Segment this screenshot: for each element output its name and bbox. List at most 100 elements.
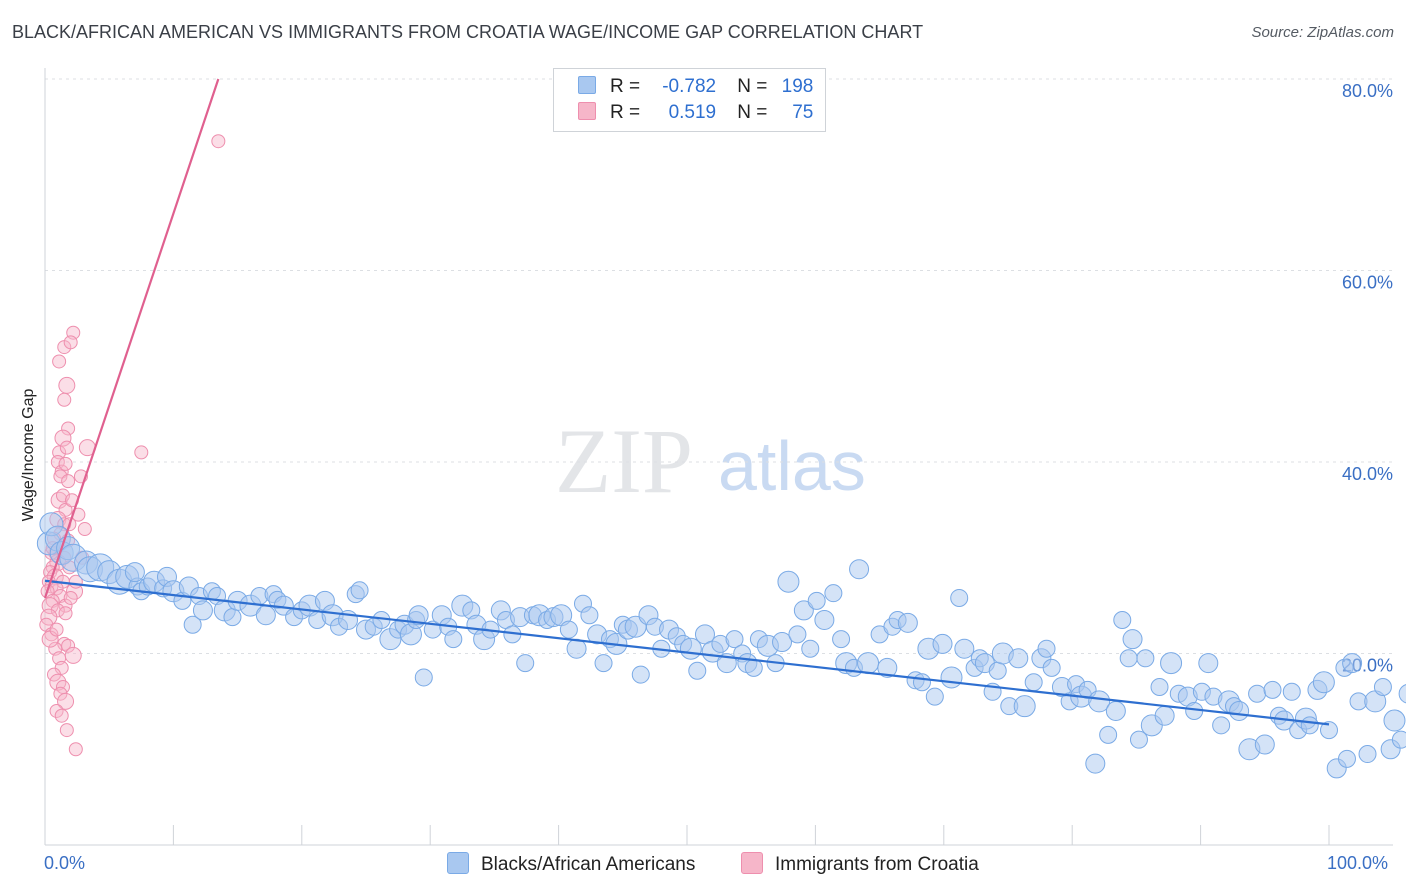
croatia-point — [134, 445, 149, 460]
blacks-point — [688, 661, 707, 680]
legend-r-value-blacks: -0.782 — [662, 76, 717, 97]
legend-row-croatia: R = 0.519 N = 75 — [578, 102, 813, 126]
trend-line-croatia — [43, 78, 220, 599]
blacks-point — [1105, 700, 1126, 721]
y-tick-label-40: 40.0% — [1342, 464, 1393, 484]
croatia-point — [57, 392, 72, 407]
legend-r-label: R = — [610, 76, 641, 97]
croatia-point — [53, 469, 68, 484]
legend-n-value-blacks: 198 — [781, 76, 814, 97]
blacks-point — [566, 638, 587, 659]
blacks-point — [1248, 684, 1267, 703]
y-axis-title: Wage/Income Gap — [20, 389, 37, 522]
blacks-point — [807, 591, 826, 610]
croatia-point — [54, 464, 69, 479]
blacks-point — [793, 600, 814, 621]
blacks-point — [580, 606, 599, 625]
blacks-point — [1088, 690, 1111, 713]
blacks-point — [1122, 629, 1143, 650]
bottom-legend-swatch-pink — [741, 852, 763, 874]
blacks-point — [1320, 721, 1338, 740]
blacks-point — [414, 668, 433, 687]
croatia-point — [63, 335, 78, 350]
blacks-point — [857, 652, 880, 675]
blacks-point — [1024, 673, 1043, 692]
legend-r-value-croatia: 0.519 — [668, 102, 717, 123]
blacks-point — [444, 630, 463, 649]
trend-line-blacks — [44, 579, 1330, 726]
croatia-point — [61, 638, 76, 653]
blacks-point — [877, 657, 898, 678]
blacks-point — [192, 600, 213, 621]
croatia-point — [59, 440, 74, 455]
correlation-legend: R = -0.782 N = 198 R = 0.519 N = 75 — [553, 68, 826, 132]
blacks-point — [124, 562, 145, 583]
chart-title: BLACK/AFRICAN AMERICAN VS IMMIGRANTS FRO… — [12, 22, 924, 42]
axes — [44, 68, 1393, 846]
blacks-point — [788, 625, 807, 644]
croatia-point — [49, 703, 64, 718]
blacks-point — [1042, 658, 1061, 677]
blacks-point — [594, 654, 613, 673]
blacks-point — [631, 665, 650, 684]
blacks-point — [725, 630, 744, 649]
croatia-point — [49, 622, 64, 637]
blacks-point — [559, 620, 578, 639]
blacks-point — [772, 632, 793, 653]
blacks-point — [408, 605, 429, 626]
blacks-point — [940, 666, 963, 689]
croatia-point — [61, 421, 76, 436]
blacks-point — [183, 615, 202, 634]
croatia-point — [57, 636, 72, 651]
blacks-point — [1113, 610, 1132, 629]
bottom-legend-swatch-blue — [447, 852, 469, 874]
blacks-point — [925, 687, 944, 706]
blacks-point — [832, 630, 851, 649]
blacks-point — [932, 633, 953, 654]
croatia-point — [54, 708, 69, 723]
blacks-point — [1229, 700, 1250, 721]
legend-swatch-pink — [578, 102, 596, 120]
blacks-point — [1008, 648, 1029, 669]
blacks-point — [801, 639, 820, 658]
croatia-point — [40, 608, 58, 626]
croatia-point — [77, 522, 92, 537]
blacks-point — [1085, 753, 1106, 774]
blacks-point — [1013, 695, 1036, 718]
blacks-point — [954, 638, 975, 659]
croatia-point — [58, 456, 73, 471]
blacks-point — [1212, 716, 1231, 735]
legend-r-label: R = — [610, 102, 641, 123]
croatia-point — [59, 723, 74, 738]
blacks-point — [1037, 639, 1056, 658]
blacks-point — [1136, 649, 1155, 668]
blacks-point — [255, 605, 276, 626]
gridlines — [45, 78, 1393, 654]
croatia-point — [54, 429, 72, 447]
blacks-point — [849, 559, 870, 580]
croatia-point — [58, 598, 73, 613]
blacks-points — [36, 512, 1406, 779]
croatia-point — [68, 742, 83, 757]
blacks-point — [777, 570, 800, 593]
croatia-point — [58, 606, 73, 621]
legend-n-label: N = — [737, 102, 768, 123]
blacks-point — [1312, 671, 1335, 694]
blacks-point — [744, 658, 763, 677]
blacks-point — [1358, 745, 1377, 764]
croatia-point — [63, 590, 78, 605]
blacks-point — [516, 654, 535, 673]
blacks-point — [223, 608, 242, 627]
legend-n-label: N = — [737, 76, 768, 97]
watermark-atlas: atlas — [718, 427, 866, 505]
watermark-zip: ZIP — [555, 410, 693, 512]
croatia-point — [61, 474, 76, 489]
croatia-point — [211, 134, 226, 149]
croatia-point — [55, 488, 70, 503]
blacks-point — [1263, 680, 1282, 699]
blacks-point — [1282, 682, 1301, 701]
bottom-legend-label-blacks: Blacks/African Americans — [481, 854, 696, 875]
watermark: ZIP atlas — [555, 410, 866, 512]
y-tick-labels: 20.0%40.0%60.0%80.0% — [1342, 81, 1393, 676]
